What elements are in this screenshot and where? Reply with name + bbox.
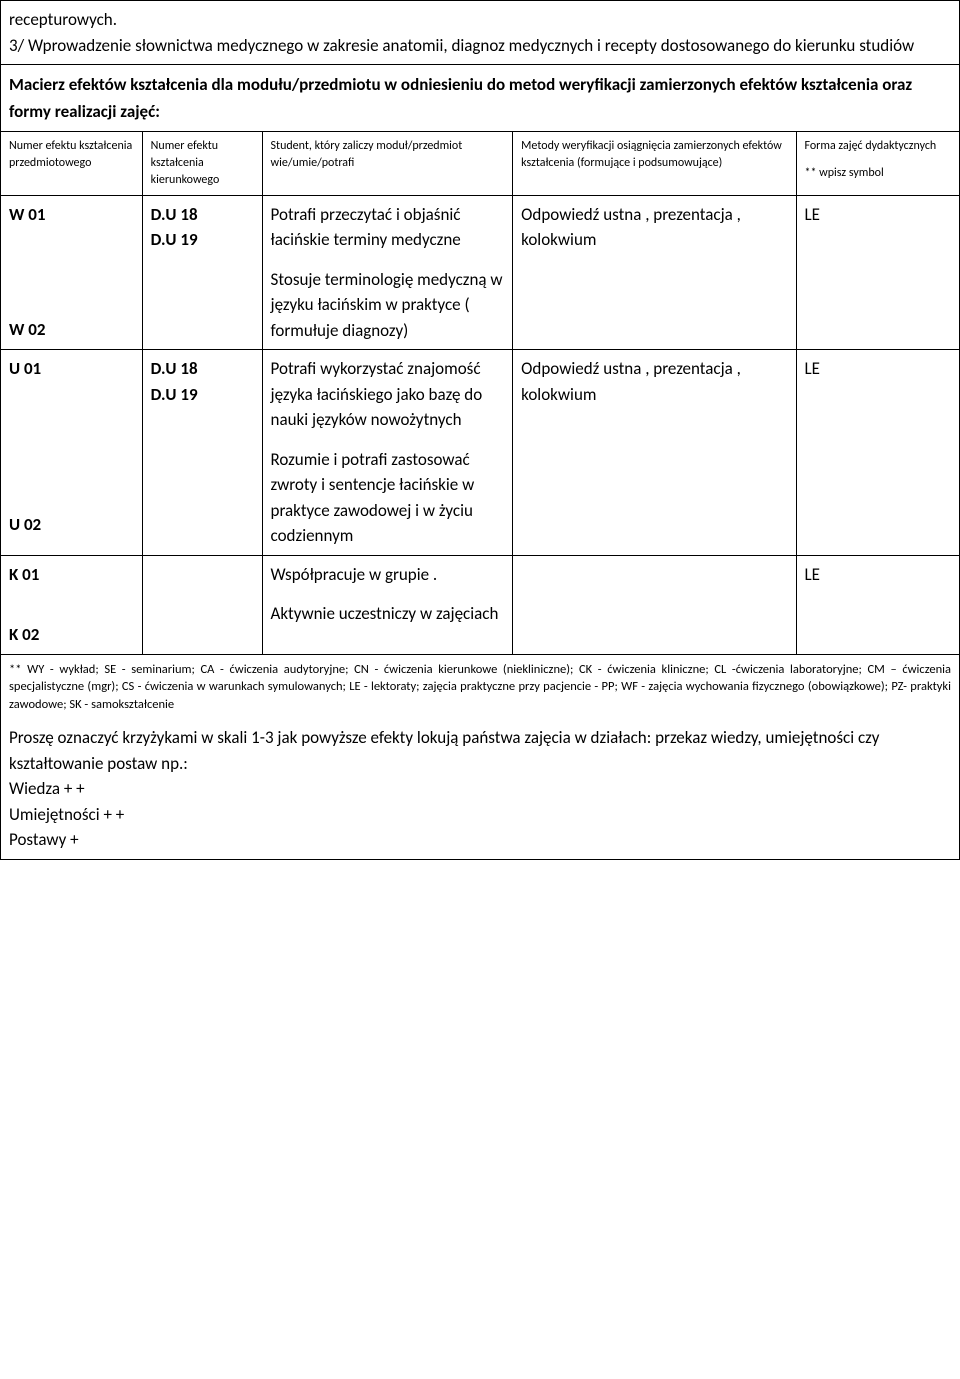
row-w-c1a: W 01 — [9, 202, 134, 228]
instruction-cell: Proszę oznaczyć krzyżykami w skali 1-3 j… — [1, 719, 960, 859]
legend-cell: ** WY - wykład; SE - seminarium; CA - ćw… — [1, 654, 960, 719]
row-u-c2a: D.U 18 — [151, 356, 254, 382]
row-u-col4: Odpowiedź ustna , prezentacja , kolokwiu… — [513, 350, 796, 556]
instruction-line4: Postawy + — [9, 827, 951, 853]
header-col1: Numer efektu kształcenia przedmiotowego — [1, 132, 143, 195]
row-u-c3b: Rozumie i potrafi zastosować zwroty i se… — [271, 447, 505, 549]
intro-line1: recepturowych. — [9, 7, 951, 33]
main-table: recepturowych. 3/ Wprowadzenie słownictw… — [0, 0, 960, 860]
row-u-col1: U 01 U 02 — [1, 350, 143, 556]
instruction-line3: Umiejętności + + — [9, 802, 951, 828]
header-col5: Forma zajęć dydaktycznych ** wpisz symbo… — [796, 132, 960, 195]
row-k-c3b: Aktywnie uczestniczy w zajęciach — [271, 601, 505, 627]
row-u-c1b: U 02 — [9, 512, 134, 538]
header-col3: Student, który zaliczy moduł/przedmiot w… — [262, 132, 513, 195]
row-u-c2b: D.U 19 — [151, 382, 254, 408]
document-page: recepturowych. 3/ Wprowadzenie słownictw… — [0, 0, 960, 860]
row-u-col3: Potrafi wykorzystać znajomość języka łac… — [262, 350, 513, 556]
intro-cell: recepturowych. 3/ Wprowadzenie słownictw… — [1, 1, 960, 65]
row-w-col5: LE — [796, 195, 960, 350]
row-k-col2 — [142, 555, 262, 654]
header-col5-a: Forma zajęć dydaktycznych — [805, 138, 952, 155]
row-k-col4 — [513, 555, 796, 654]
row-k-col1: K 01 K 02 — [1, 555, 143, 654]
instruction-line2: Wiedza + + — [9, 776, 951, 802]
row-w-col3: Potrafi przeczytać i objaśnić łacińskie … — [262, 195, 513, 350]
row-k-c1a: K 01 — [9, 562, 134, 588]
row-w-col2: D.U 18 D.U 19 — [142, 195, 262, 350]
matrix-header-cell: Macierz efektów kształcenia dla modułu/p… — [1, 65, 960, 132]
row-w-col4: Odpowiedź ustna , prezentacja , kolokwiu… — [513, 195, 796, 350]
header-col5-b: ** wpisz symbol — [805, 165, 952, 182]
header-col2: Numer efektu kształcenia kierunkowego — [142, 132, 262, 195]
row-k-c3a: Współpracuje w grupie . — [271, 562, 505, 588]
row-w-c1b: W 02 — [9, 317, 134, 343]
matrix-header-text: Macierz efektów kształcenia dla modułu/p… — [9, 74, 912, 122]
row-w-col1: W 01 W 02 — [1, 195, 143, 350]
header-col4: Metody weryfikacji osiągnięcia zamierzon… — [513, 132, 796, 195]
row-w-c3a: Potrafi przeczytać i objaśnić łacińskie … — [271, 202, 505, 253]
row-k-col3: Współpracuje w grupie . Aktywnie uczestn… — [262, 555, 513, 654]
instruction-line1: Proszę oznaczyć krzyżykami w skali 1-3 j… — [9, 725, 951, 776]
row-w-c3b: Stosuje terminologię medyczną w języku ł… — [271, 267, 505, 344]
row-k-c1b: K 02 — [9, 622, 134, 648]
row-u-c3a: Potrafi wykorzystać znajomość języka łac… — [271, 356, 505, 433]
row-k-col5: LE — [796, 555, 960, 654]
intro-line2: 3/ Wprowadzenie słownictwa medycznego w … — [9, 33, 951, 59]
row-u-col5: LE — [796, 350, 960, 556]
row-w-c2a: D.U 18 — [151, 202, 254, 228]
row-u-col2: D.U 18 D.U 19 — [142, 350, 262, 556]
row-w-c2b: D.U 19 — [151, 227, 254, 253]
row-u-c1a: U 01 — [9, 356, 134, 382]
